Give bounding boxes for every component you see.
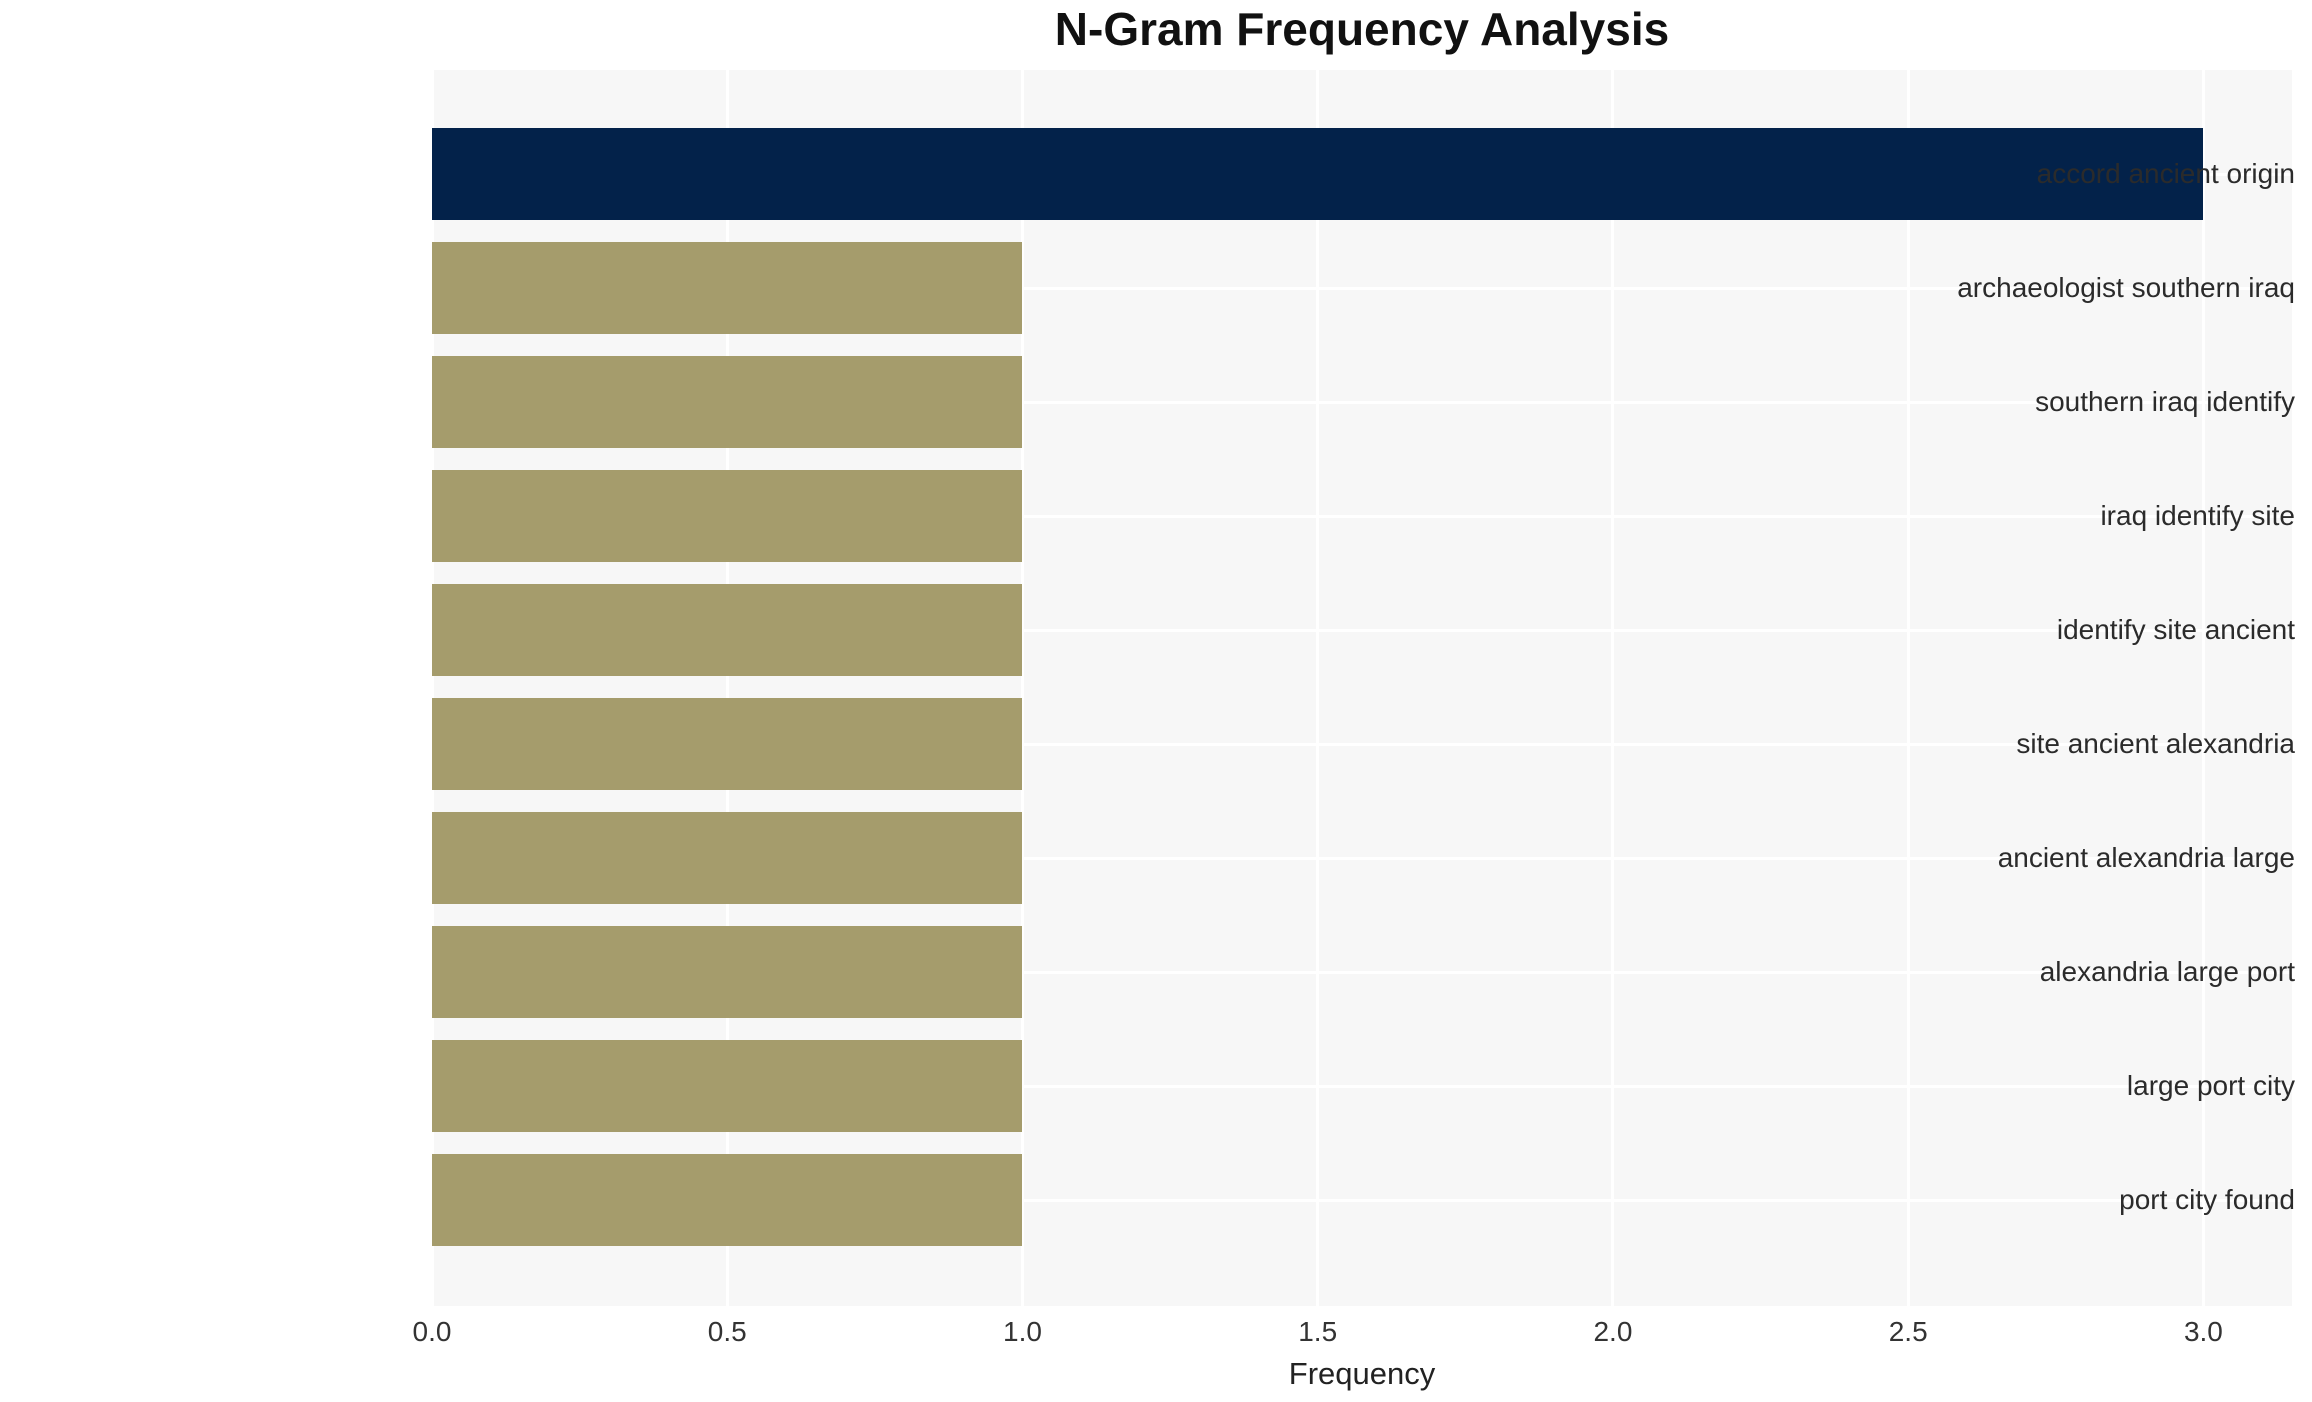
y-tick-label: site ancient alexandria <box>2016 728 2295 759</box>
x-axis-title: Frequency <box>1288 1356 1436 1391</box>
bar-port-city-found <box>432 1154 1023 1246</box>
gridline-vertical <box>1611 70 1615 1306</box>
bar-ancient-alexandria-large <box>432 812 1023 904</box>
y-tick-label: large port city <box>2126 1070 2295 1101</box>
gridline-vertical <box>1020 70 1024 1306</box>
gridline-horizontal <box>432 742 2292 746</box>
bar-iraq-identify-site <box>432 470 1023 562</box>
x-tick-label: 0.0 <box>412 1316 452 1347</box>
x-tick-label: 0.5 <box>707 1316 747 1347</box>
y-tick-label: archaeologist southern iraq <box>1957 272 2295 303</box>
y-tick-label: accord ancient origin <box>2036 158 2295 189</box>
bar-large-port-city <box>432 1040 1023 1132</box>
gridline-horizontal <box>432 628 2292 632</box>
y-tick-label: southern iraq identify <box>2035 386 2295 417</box>
gridline-horizontal <box>432 286 2292 290</box>
bar-accord-ancient-origin <box>432 128 2204 220</box>
x-tick-label: 2.5 <box>1888 1316 1928 1347</box>
gridline-horizontal <box>432 856 2292 860</box>
gridline-vertical <box>1316 70 1320 1306</box>
bar-archaeologist-southern-iraq <box>432 242 1023 334</box>
bar-southern-iraq-identify <box>432 356 1023 448</box>
gridline-vertical <box>725 70 729 1306</box>
plot-area <box>430 70 2292 1306</box>
x-tick-label: 3.0 <box>2183 1316 2223 1347</box>
gridline-vertical <box>1906 70 1910 1306</box>
x-tick-label: 2.0 <box>1593 1316 1633 1347</box>
gridline-vertical <box>430 70 434 1306</box>
x-tick-label: 1.0 <box>1003 1316 1042 1347</box>
bar-identify-site-ancient <box>432 584 1023 676</box>
gridline-horizontal <box>432 514 2292 518</box>
gridline-horizontal <box>432 1198 2292 1202</box>
y-tick-label: port city found <box>2119 1184 2295 1215</box>
gridline-horizontal <box>432 400 2292 404</box>
x-tick-label: 1.5 <box>1298 1316 1338 1347</box>
bar-site-ancient-alexandria <box>432 698 1023 790</box>
bar-alexandria-large-port <box>432 926 1023 1018</box>
gridline-horizontal <box>432 1084 2292 1088</box>
y-tick-label: ancient alexandria large <box>1997 842 2295 873</box>
y-tick-label: identify site ancient <box>2056 614 2295 645</box>
y-tick-label: alexandria large port <box>2039 956 2295 987</box>
gridline-horizontal <box>432 970 2292 974</box>
y-tick-label: iraq identify site <box>2100 500 2295 531</box>
gridline-vertical <box>2201 70 2205 1306</box>
chart-title: N-Gram Frequency Analysis <box>1054 3 1670 55</box>
